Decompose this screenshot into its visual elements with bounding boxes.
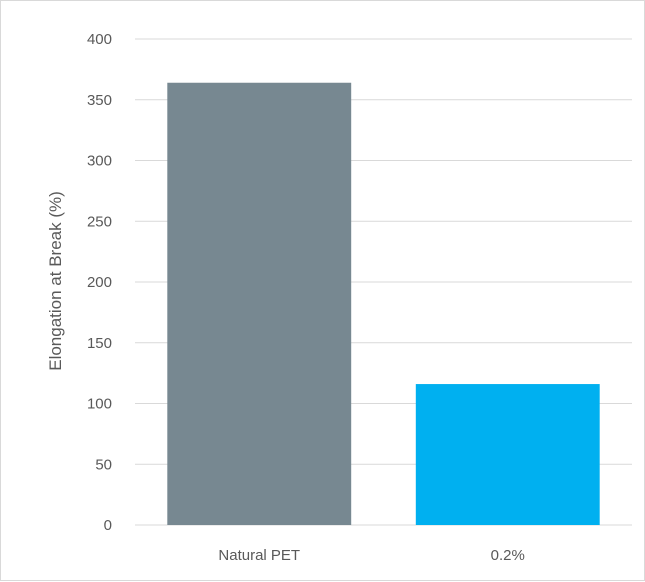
- bar-point-two-percent: [415, 384, 600, 525]
- y-tick-label: 50: [95, 456, 112, 473]
- x-category-label: Natural PET: [218, 547, 300, 564]
- bar-natural-pet: [167, 82, 352, 526]
- y-axis-ticks: 0 50 100 150 200 250 300 350 400: [87, 31, 112, 534]
- x-category-label: 0.2%: [491, 547, 525, 564]
- x-axis-categories: Natural PET 0.2%: [218, 547, 524, 564]
- y-tick-label: 400: [87, 31, 112, 48]
- y-tick-label: 250: [87, 213, 112, 230]
- y-tick-label: 200: [87, 274, 112, 291]
- y-tick-label: 300: [87, 153, 112, 170]
- y-axis-title: Elongation at Break (%): [46, 191, 65, 371]
- y-tick-label: 100: [87, 396, 112, 413]
- y-tick-label: 0: [104, 517, 112, 534]
- y-tick-label: 150: [87, 335, 112, 352]
- bars: [167, 82, 600, 526]
- y-tick-label: 350: [87, 92, 112, 109]
